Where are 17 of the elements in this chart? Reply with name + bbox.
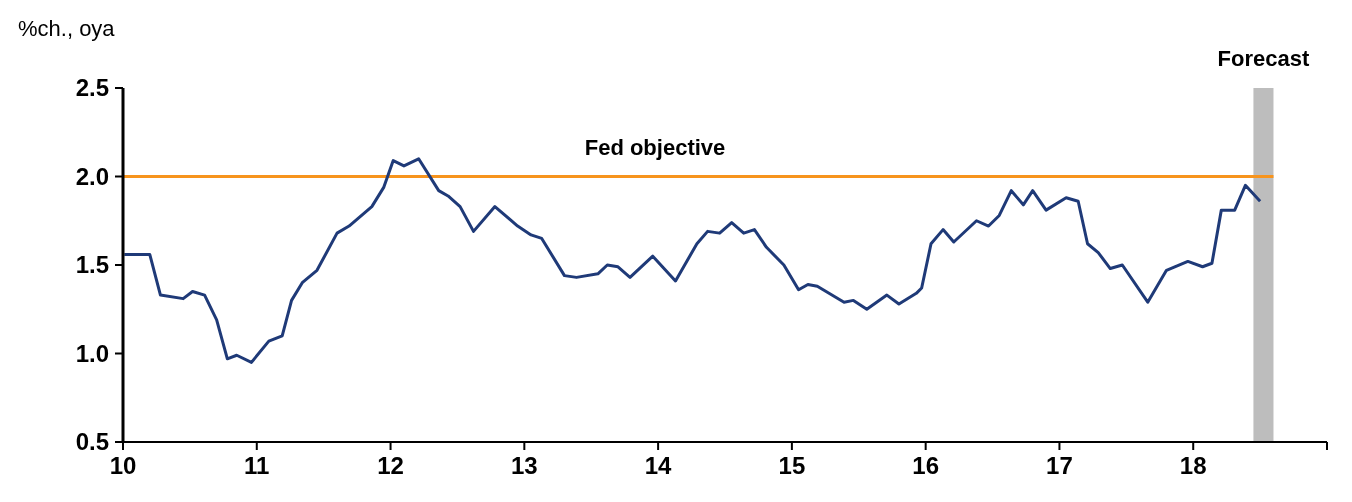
x-tick-label: 18 bbox=[1179, 452, 1207, 479]
y-tick-label: 2.0 bbox=[75, 162, 109, 190]
x-tick-label: 11 bbox=[244, 452, 270, 479]
band-label: Forecast bbox=[1217, 46, 1310, 71]
x-tick-label: 15 bbox=[778, 452, 806, 479]
y-tick-label: 0.5 bbox=[75, 428, 109, 455]
x-tick-label: 17 bbox=[1046, 452, 1073, 479]
y-tick-label: 1.0 bbox=[75, 339, 109, 367]
x-tick-label: 12 bbox=[377, 452, 404, 479]
x-tick-label: 14 bbox=[644, 452, 673, 479]
x-tick-label: 16 bbox=[912, 452, 940, 479]
x-tick-label: 13 bbox=[510, 452, 538, 479]
y-tick-label: 2.5 bbox=[75, 74, 109, 101]
y-tick-label: 1.5 bbox=[75, 251, 109, 278]
y-axis-title: %ch., oya bbox=[18, 16, 116, 41]
ref-line-label: Fed objective bbox=[584, 134, 726, 160]
x-tick-label: 10 bbox=[109, 452, 137, 479]
